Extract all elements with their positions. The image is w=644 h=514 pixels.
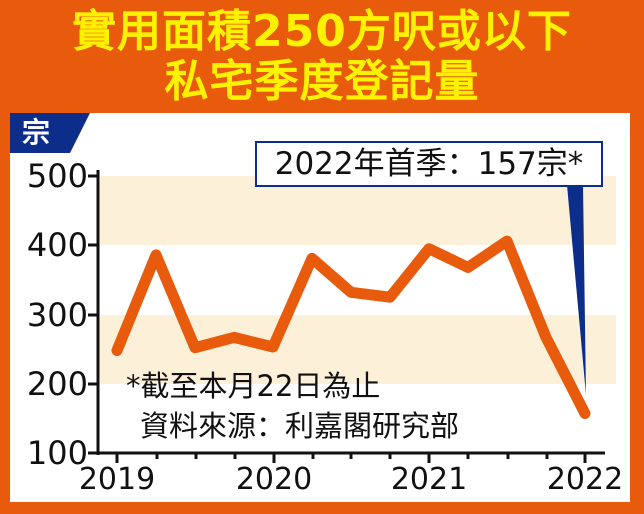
- footnote: *截至本月22日為止: [126, 369, 381, 403]
- callout-pointer: [567, 185, 586, 395]
- y-tick-label: 400: [26, 226, 88, 264]
- callout-label: 2022年首季：157宗*: [255, 141, 603, 187]
- y-axis: [88, 170, 100, 455]
- x-axis: [88, 451, 605, 463]
- shaded-bands: [100, 176, 616, 384]
- source-note: 資料來源：利嘉閣研究部: [140, 409, 460, 443]
- x-tick-label: 2020: [235, 462, 313, 497]
- x-tick-label: 2019: [78, 462, 156, 497]
- y-tick-label: 300: [26, 296, 88, 334]
- x-tick-label: 2021: [390, 462, 468, 497]
- band-400-500: [100, 176, 616, 245]
- unit-label: 宗: [22, 116, 51, 149]
- y-tick-label: 500: [26, 157, 88, 195]
- series-line: [111, 235, 591, 419]
- x-tick-label: 2022: [546, 462, 624, 497]
- chart-title-line1: 實用面積250方呎或以下: [72, 6, 572, 57]
- y-tick-label: 100: [26, 434, 88, 472]
- y-tick-label: 200: [26, 365, 88, 403]
- chart-title-line2: 私宅季度登記量: [164, 56, 480, 107]
